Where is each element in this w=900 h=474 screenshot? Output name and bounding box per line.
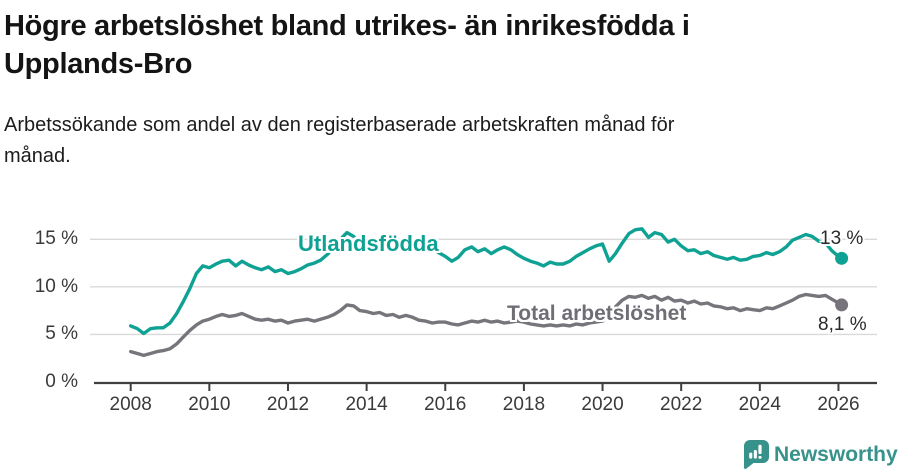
x-tick-label: 2020 [581, 394, 624, 415]
x-tick-label: 2016 [424, 394, 467, 415]
page-title: Högre arbetslöshet bland utrikes- än inr… [4, 7, 690, 83]
brand-name: Newsworthy [774, 443, 898, 466]
end-dot-1 [835, 298, 849, 312]
newsworthy-logo [743, 439, 770, 470]
x-tick-label: 2010 [188, 394, 231, 415]
x-tick-label: 2022 [660, 394, 703, 415]
title-line-1: Högre arbetslöshet bland utrikes- än inr… [4, 10, 690, 42]
end-dot-0 [835, 251, 849, 265]
subtitle-line-2: månad. [4, 145, 71, 167]
x-tick-label: 2008 [109, 394, 152, 415]
y-tick-label: 10 % [34, 275, 78, 297]
subtitle-line-1: Arbetssökande som andel av den registerb… [4, 114, 675, 136]
series-line-1 [128, 292, 844, 358]
y-tick-label: 15 % [34, 228, 78, 250]
x-tick-label: 2018 [502, 394, 546, 415]
series-label-utlandsfodda: Utlandsfödda [298, 231, 439, 256]
series-label-total-arbetsloshet: Total arbetslöshet [507, 302, 687, 325]
bar-chart-speech-bubble-icon [744, 440, 769, 469]
series-line-0 [128, 227, 844, 336]
x-tick-label: 2014 [345, 394, 388, 415]
end-value-label-utlandsfodda: 13 % [820, 228, 864, 249]
x-tick-label: 2024 [738, 394, 781, 415]
chart-subtitle: Arbetssökande som andel av den registerb… [4, 110, 674, 172]
x-tick-label: 2026 [817, 394, 860, 415]
title-line-2: Upplands-Bro [4, 48, 193, 80]
y-tick-label: 5 % [45, 323, 78, 345]
x-tick-label: 2012 [266, 394, 310, 415]
end-value-label-total-arbetsloshet: 8,1 % [818, 314, 867, 335]
y-tick-label: 0 % [45, 371, 78, 392]
